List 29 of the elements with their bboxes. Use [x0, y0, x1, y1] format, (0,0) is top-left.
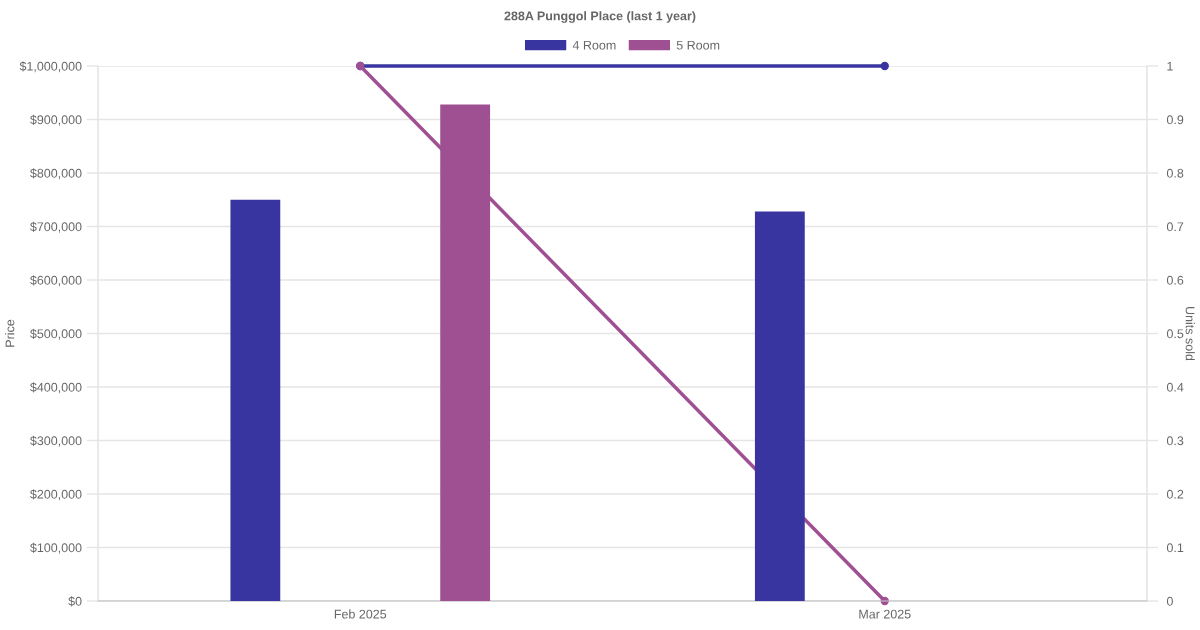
y-tick-label: $700,000: [30, 221, 82, 233]
y-tick-label: $100,000: [30, 542, 82, 554]
y-tick-label: $800,000: [30, 168, 82, 180]
y-tick-label: $900,000: [30, 114, 82, 126]
y2-tick-label: 0.6: [1166, 275, 1184, 285]
y2-tick-label: 0.3: [1166, 436, 1184, 446]
legend-label: 4 Room: [572, 40, 616, 50]
x-tick-label: Mar 2025: [859, 609, 911, 619]
y2-tick-label: 0.5: [1166, 329, 1184, 339]
y-tick-label: $600,000: [30, 275, 82, 287]
y-tick-label: $200,000: [30, 489, 82, 501]
y2-tick-label: 0.1: [1166, 543, 1184, 553]
legend-label: 5 Room: [676, 40, 720, 50]
y-tick-label: $1,000,000: [19, 61, 82, 73]
y2-tick-label: 0: [1166, 596, 1173, 606]
y2-tick-label: 0.2: [1166, 489, 1184, 499]
x-tick-label: Feb 2025: [334, 609, 387, 619]
y2-tick-label: 0.8: [1166, 168, 1184, 178]
y2-tick-label: 0.7: [1166, 222, 1184, 232]
chart-title: 288A Punggol Place (last 1 year): [504, 11, 696, 23]
y-tick-label: $0: [68, 596, 82, 607]
y2-axis-title: Units sold: [1185, 307, 1195, 361]
y2-tick-label: 0.4: [1166, 382, 1184, 392]
y-tick-label: $500,000: [30, 328, 82, 340]
y2-tick-label: 0.9: [1166, 115, 1184, 125]
y-tick-label: $400,000: [30, 382, 82, 394]
y-axis-title: Price: [5, 319, 15, 347]
y2-tick-label: 1: [1167, 61, 1173, 71]
y-tick-label: $300,000: [30, 435, 82, 447]
